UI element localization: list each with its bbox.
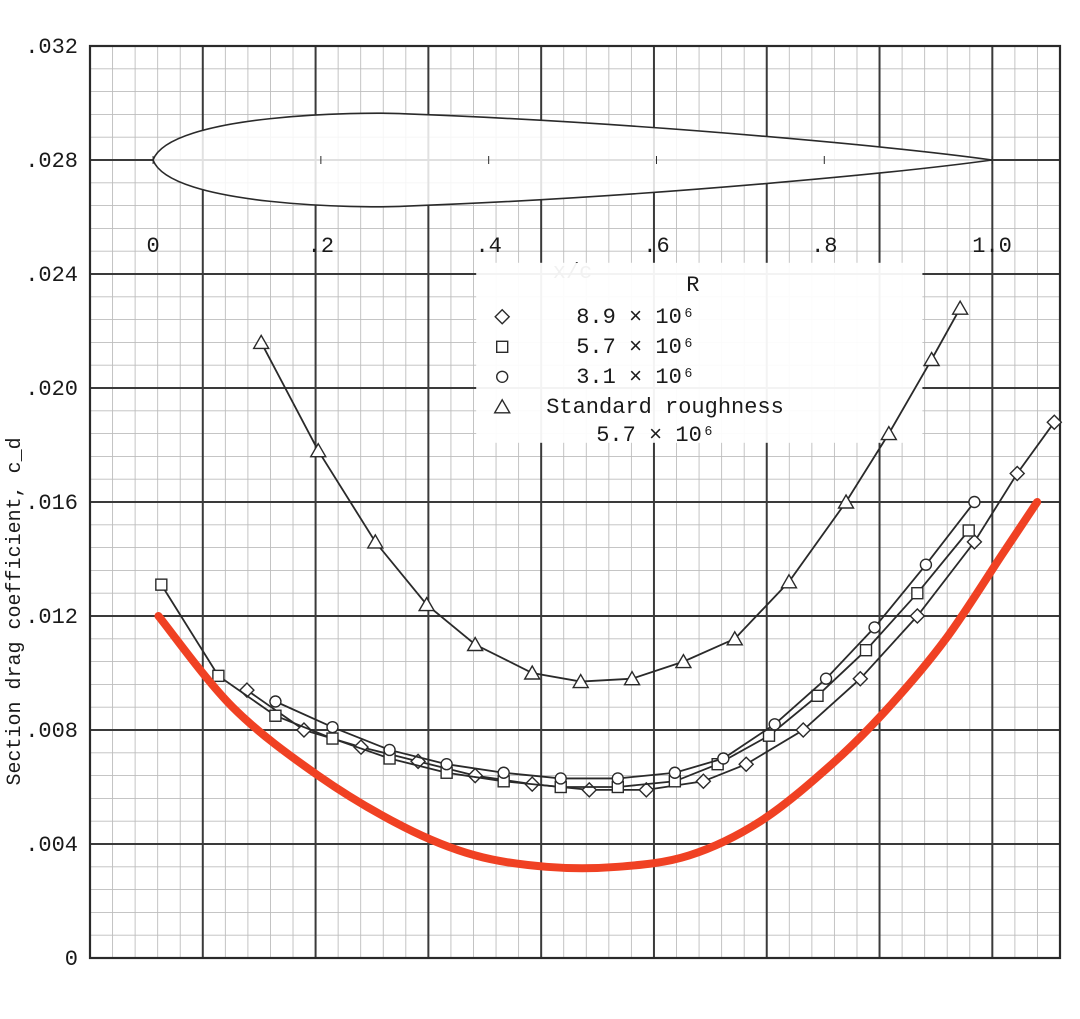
legend-entry: 5.7 × 10⁶: [596, 423, 715, 448]
legend-entry: 8.9 × 10⁶: [576, 305, 695, 330]
y-tick-label: .028: [25, 149, 78, 174]
legend-entry: 5.7 × 10⁶: [576, 335, 695, 360]
y-tick-label: .004: [25, 833, 78, 858]
airfoil-x-tick: .4: [475, 234, 501, 259]
y-tick-label: .024: [25, 263, 78, 288]
airfoil-x-tick: .8: [811, 234, 837, 259]
airfoil-x-tick: 1.0: [972, 234, 1012, 259]
chart-svg: 0 .004 .008 .012 .016 .020 .024 .028 .032 Section…: [0, 0, 1080, 1019]
y-tick-label: .032: [25, 35, 78, 60]
airfoil-x-tick: .6: [643, 234, 669, 259]
airfoil-x-tick: 0: [146, 234, 159, 259]
legend-title: R: [686, 273, 699, 298]
y-tick-label: .020: [25, 377, 78, 402]
legend-entry: Standard roughness: [546, 395, 784, 420]
y-axis-title: Section drag coefficient, c_d: [4, 437, 27, 785]
drag-coefficient-chart: 0 .004 .008 .012 .016 .020 .024 .028 .032 Section…: [0, 0, 1080, 1019]
y-tick-label: .008: [25, 719, 78, 744]
legend-entry: 3.1 × 10⁶: [576, 365, 695, 390]
y-tick-label: .016: [25, 491, 78, 516]
y-tick-label: 0: [65, 947, 78, 972]
airfoil-x-tick: .2: [308, 234, 334, 259]
y-tick-label: .012: [25, 605, 78, 630]
